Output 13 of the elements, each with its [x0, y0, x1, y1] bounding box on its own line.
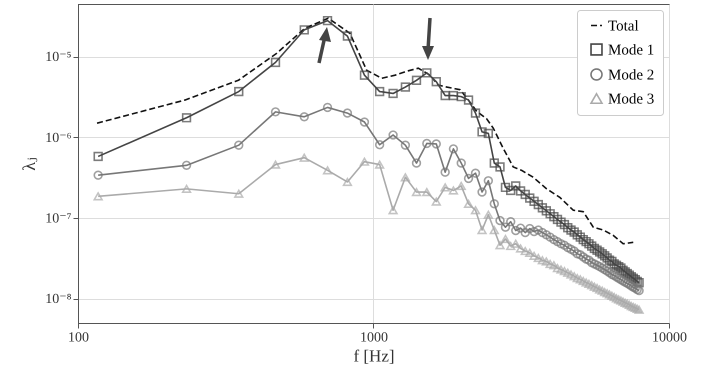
- x-axis-title: f [Hz]: [353, 346, 395, 366]
- y-tick-label: 10⁻⁶: [45, 130, 72, 146]
- x-tick-label: 10000: [652, 330, 687, 346]
- legend-label: Mode 3: [608, 92, 654, 108]
- legend-label: Mode 2: [608, 68, 654, 84]
- x-tick-label: 100: [68, 330, 89, 346]
- y-tick-label: 10⁻⁷: [45, 212, 72, 227]
- x-tick-label: 1000: [360, 330, 388, 346]
- legend-label: Total: [608, 18, 639, 34]
- y-tick-label: 10⁻⁵: [45, 50, 72, 66]
- y-axis-title: λⱼ: [19, 157, 40, 171]
- y-tick-label: 10⁻⁸: [45, 292, 72, 308]
- legend-label: Mode 1: [608, 42, 654, 58]
